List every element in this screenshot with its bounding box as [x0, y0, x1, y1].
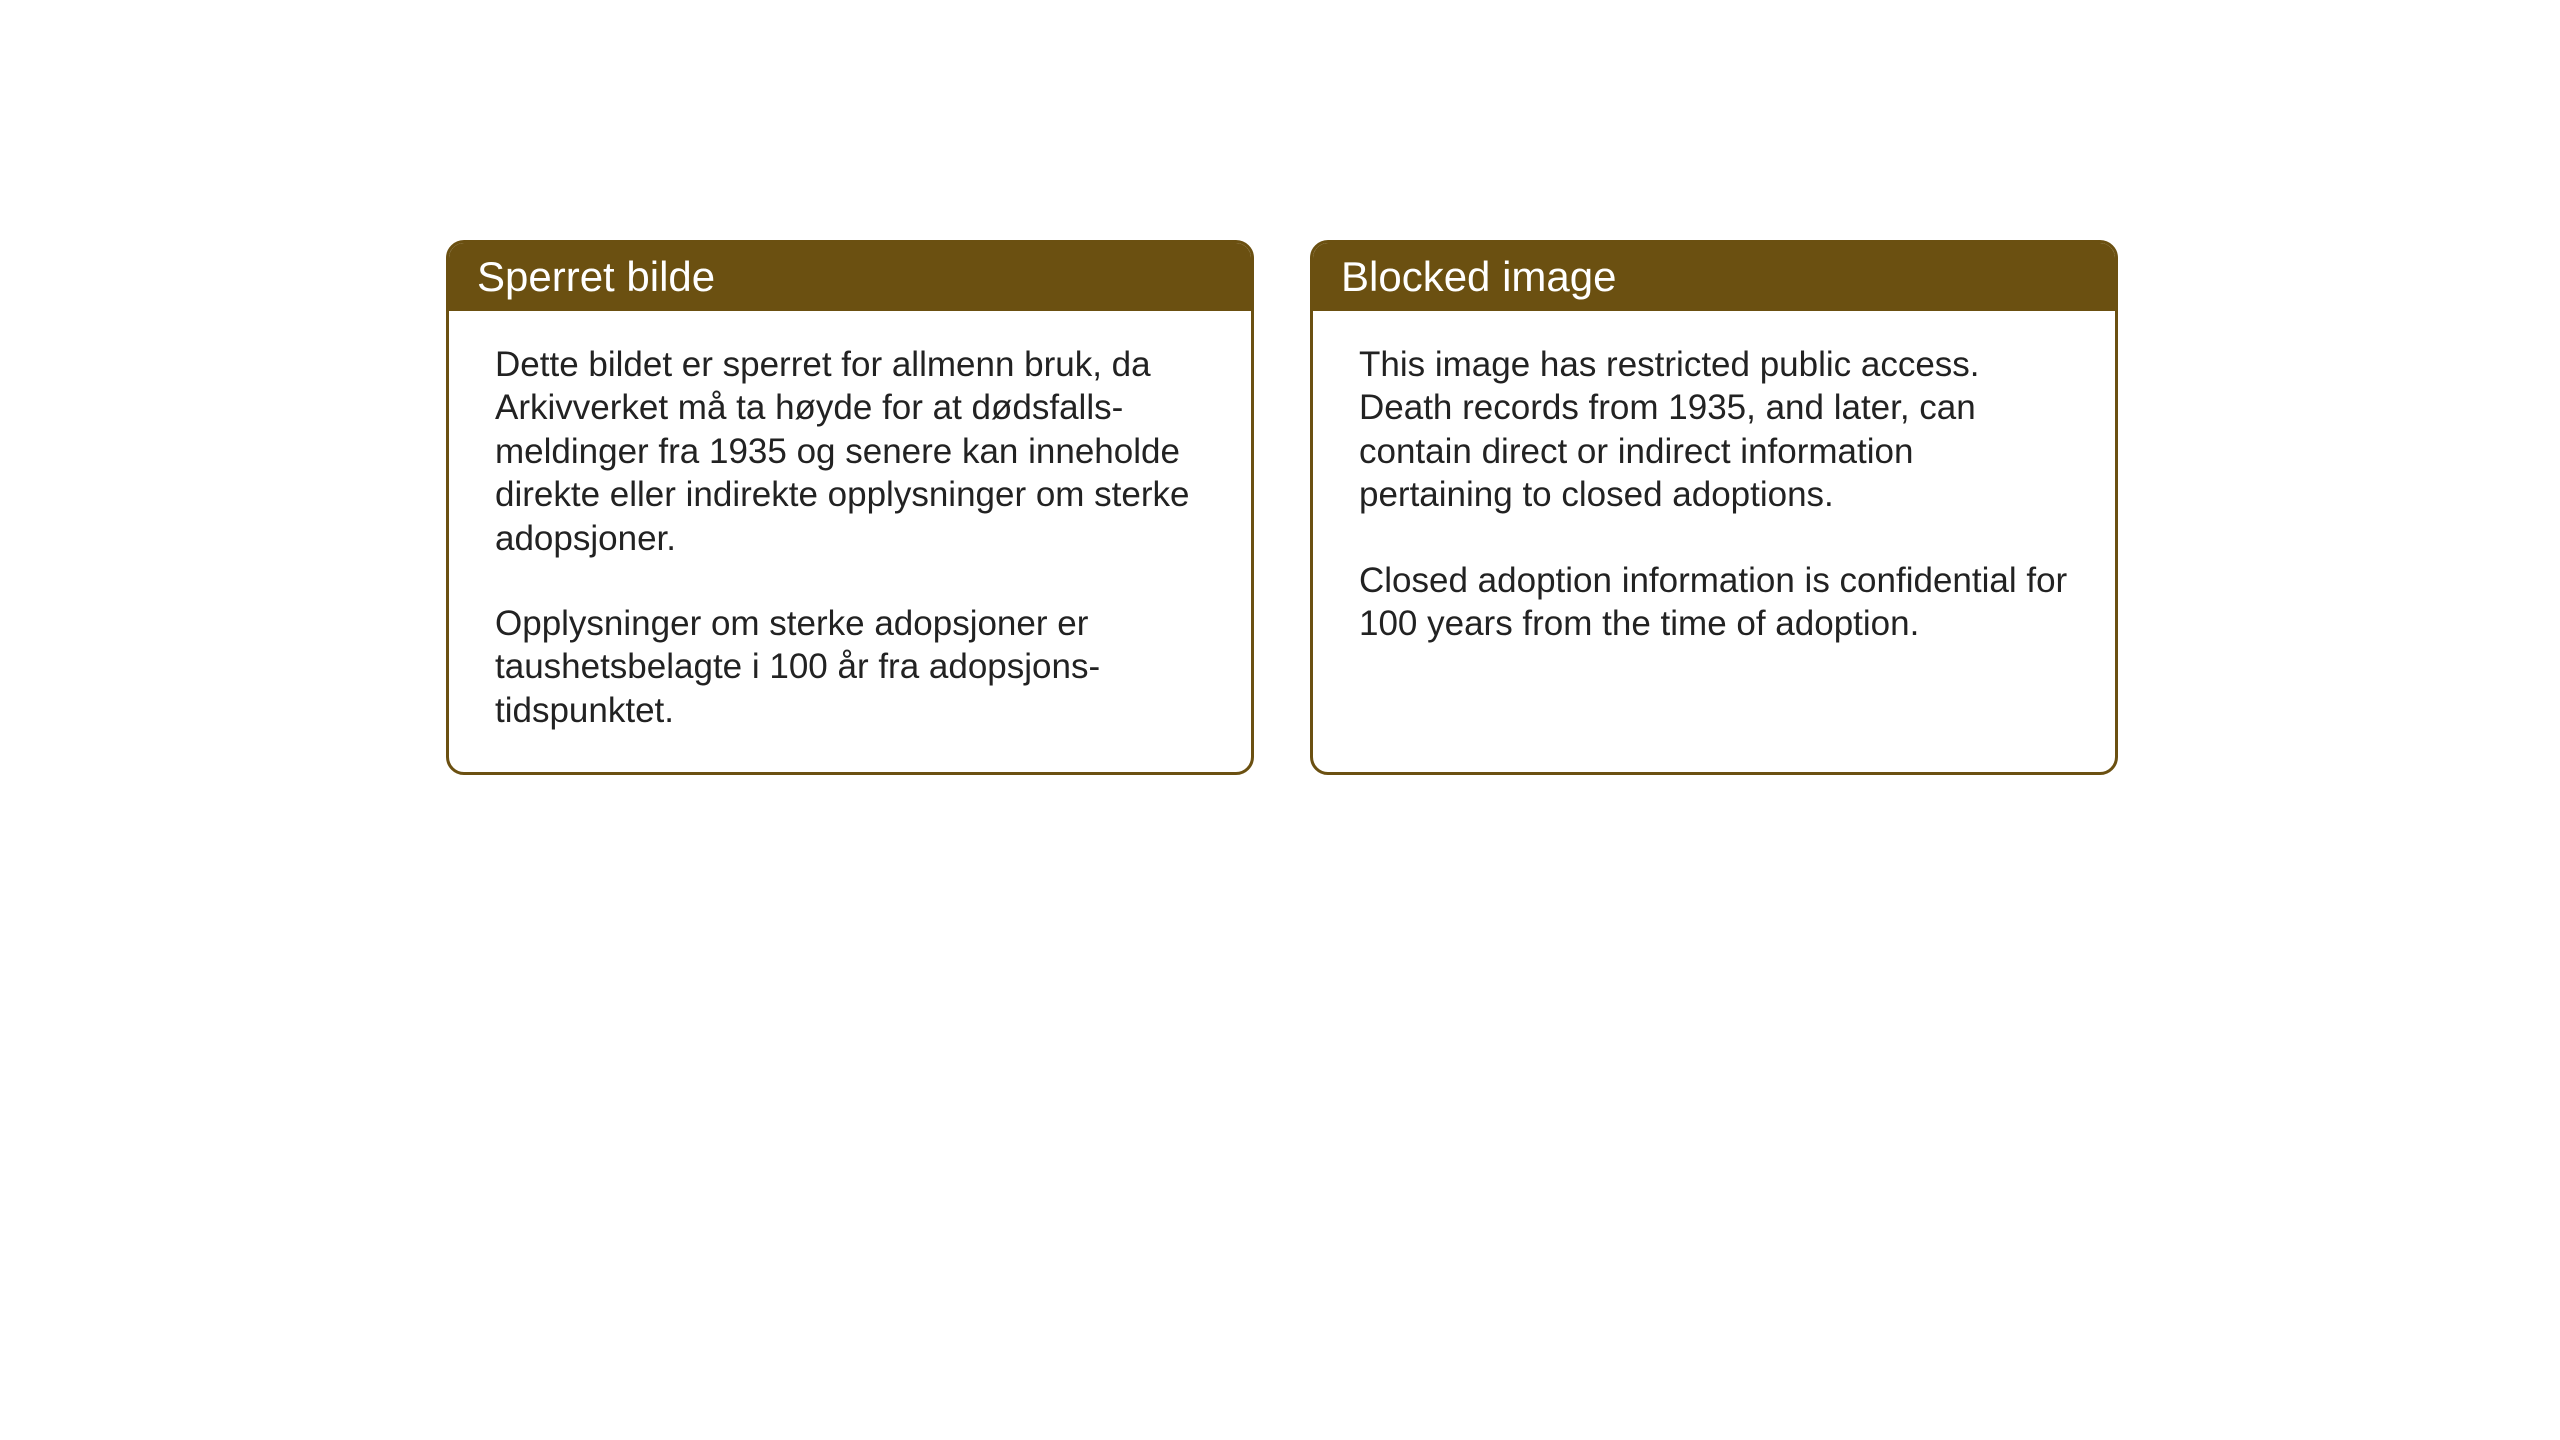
card-paragraph-2-english: Closed adoption information is confident… — [1359, 559, 2069, 646]
card-norwegian: Sperret bilde Dette bildet er sperret fo… — [446, 240, 1254, 775]
card-title-norwegian: Sperret bilde — [477, 253, 715, 300]
card-header-english: Blocked image — [1313, 243, 2115, 311]
card-body-english: This image has restricted public access.… — [1313, 311, 2115, 685]
card-paragraph-1-english: This image has restricted public access.… — [1359, 343, 2069, 517]
card-paragraph-1-norwegian: Dette bildet er sperret for allmenn bruk… — [495, 343, 1205, 560]
card-english: Blocked image This image has restricted … — [1310, 240, 2118, 775]
cards-container: Sperret bilde Dette bildet er sperret fo… — [446, 240, 2118, 775]
card-title-english: Blocked image — [1341, 253, 1616, 300]
card-paragraph-2-norwegian: Opplysninger om sterke adopsjoner er tau… — [495, 602, 1205, 732]
card-body-norwegian: Dette bildet er sperret for allmenn bruk… — [449, 311, 1251, 772]
card-header-norwegian: Sperret bilde — [449, 243, 1251, 311]
